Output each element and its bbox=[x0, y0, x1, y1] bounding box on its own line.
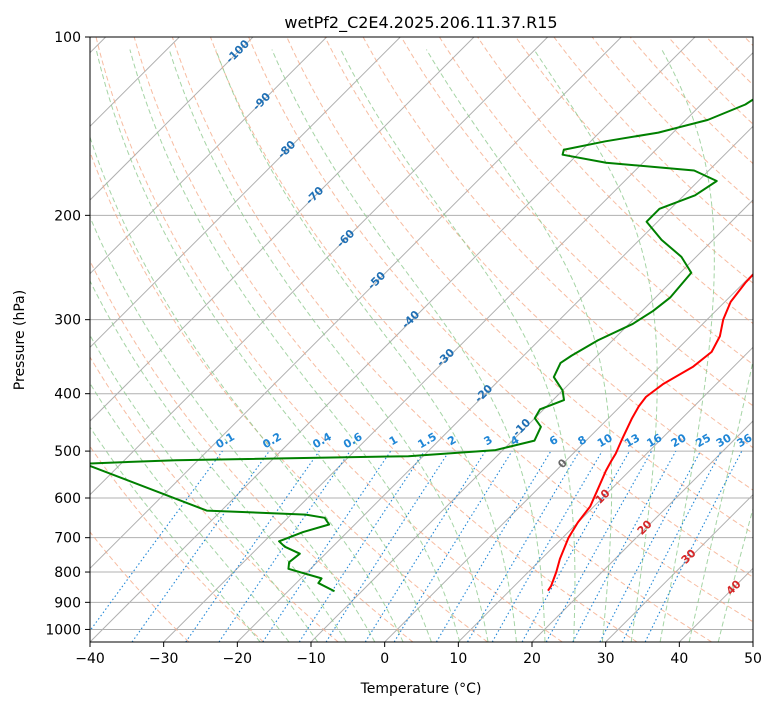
moist-adiabat-line bbox=[95, 49, 432, 642]
isotherm-line bbox=[90, 37, 328, 275]
dry-adiabat-line bbox=[171, 37, 712, 642]
x-tick-label: 20 bbox=[523, 651, 541, 667]
moist-adiabat-line bbox=[90, 334, 319, 642]
background-lines bbox=[90, 37, 753, 642]
dry-adiabat-line bbox=[90, 531, 190, 642]
x-tick-label: 40 bbox=[670, 651, 688, 667]
dry-adiabat-line bbox=[90, 259, 414, 642]
dry-adiabat-line bbox=[629, 37, 753, 165]
mixing-ratio-line bbox=[218, 450, 351, 642]
moist-adiabat-line bbox=[215, 49, 517, 642]
moist-adiabat-line bbox=[688, 358, 753, 642]
isotherm-line bbox=[90, 37, 401, 349]
y-tick-label: 200 bbox=[54, 208, 81, 224]
x-tick-label: 30 bbox=[597, 651, 615, 667]
dry-adiabat-line bbox=[133, 37, 638, 642]
mixing-ratio-line bbox=[644, 450, 743, 642]
y-tick-label: 800 bbox=[54, 565, 81, 581]
x-tick-label: 10 bbox=[449, 651, 467, 667]
y-tick-label: 1000 bbox=[45, 622, 81, 638]
isotherm-line bbox=[90, 37, 549, 496]
moist-adiabat-line bbox=[340, 49, 576, 642]
isotherm-line bbox=[457, 346, 753, 642]
isotherm-line bbox=[236, 125, 753, 642]
mixing-ratio-line bbox=[521, 450, 630, 642]
isotherm-line bbox=[90, 37, 254, 201]
moist-adiabat-line bbox=[426, 49, 613, 642]
isotherm-line bbox=[384, 272, 753, 642]
dry-adiabat-line bbox=[477, 37, 753, 325]
moist-adiabat-line bbox=[717, 506, 753, 642]
x-tick-label: −20 bbox=[223, 651, 253, 667]
y-tick-label: 100 bbox=[54, 30, 81, 46]
dry-adiabat-line bbox=[400, 37, 753, 407]
mixing-ratio-line bbox=[262, 450, 392, 642]
plot-frame bbox=[89, 36, 754, 643]
mixing-ratio-line bbox=[131, 450, 270, 642]
dry-adiabat-line bbox=[95, 37, 563, 642]
isotherm-line bbox=[90, 37, 622, 570]
moist-adiabat-line bbox=[533, 49, 658, 642]
y-tick-label: 400 bbox=[54, 387, 81, 403]
isotherm-line bbox=[163, 51, 753, 642]
profile-line bbox=[547, 273, 753, 592]
x-axis-title: Temperature (°C) bbox=[360, 681, 482, 697]
axis-ticks: −40 −30 −20 −10 0 10 20 30 40 50 100 200 300 400 500 60… bbox=[45, 30, 762, 667]
mixing-ratio-line bbox=[90, 450, 223, 632]
x-tick-label: 0 bbox=[380, 651, 389, 667]
isotherm-line bbox=[90, 37, 696, 642]
mixing-ratio-line bbox=[545, 450, 653, 642]
mixing-ratio-line bbox=[325, 450, 450, 642]
x-tick-label: −40 bbox=[75, 651, 105, 667]
x-tick-label: −10 bbox=[296, 651, 326, 667]
dry-adiabat-line bbox=[362, 37, 753, 449]
mixing-ratio-label: 36 bbox=[735, 431, 755, 450]
dry-adiabat-line bbox=[90, 356, 339, 642]
y-tick-label: 700 bbox=[54, 531, 81, 547]
dry-adiabat-line bbox=[248, 37, 753, 578]
y-axis-title: Pressure (hPa) bbox=[12, 290, 28, 390]
x-tick-label: 50 bbox=[744, 651, 762, 667]
chart-title: wetPf2_C2E4.2025.206.11.37.R15 bbox=[284, 13, 557, 33]
moist-adiabat-line bbox=[129, 49, 461, 642]
mixing-ratio-line bbox=[185, 450, 320, 642]
y-tick-label: 600 bbox=[54, 491, 81, 507]
moist-adiabat-line bbox=[168, 49, 489, 642]
dry-adiabat-line bbox=[324, 37, 753, 491]
y-tick-label: 900 bbox=[54, 595, 81, 611]
x-tick-label: −30 bbox=[149, 651, 179, 667]
plot-background bbox=[90, 37, 753, 642]
moist-adiabat-line bbox=[271, 49, 546, 642]
moist-adiabat-line bbox=[659, 49, 715, 642]
mixing-ratio-line bbox=[393, 450, 513, 642]
isotherm-line bbox=[531, 420, 753, 642]
moist-adiabat-line bbox=[90, 135, 404, 642]
mixing-ratio-line bbox=[298, 450, 425, 642]
y-tick-label: 300 bbox=[54, 313, 81, 329]
profile-lines bbox=[90, 98, 753, 593]
profile-line bbox=[90, 98, 753, 593]
mixing-ratio-line bbox=[572, 450, 677, 642]
dry-adiabat-line bbox=[439, 37, 753, 366]
isotherm-line bbox=[752, 641, 753, 642]
moist-adiabat-line bbox=[90, 279, 347, 642]
isotherm-line bbox=[605, 493, 753, 642]
isotherm-line bbox=[90, 37, 475, 422]
y-tick-label: 500 bbox=[54, 444, 81, 460]
moist-adiabat-line bbox=[90, 215, 376, 642]
dry-adiabat-line bbox=[210, 37, 753, 623]
